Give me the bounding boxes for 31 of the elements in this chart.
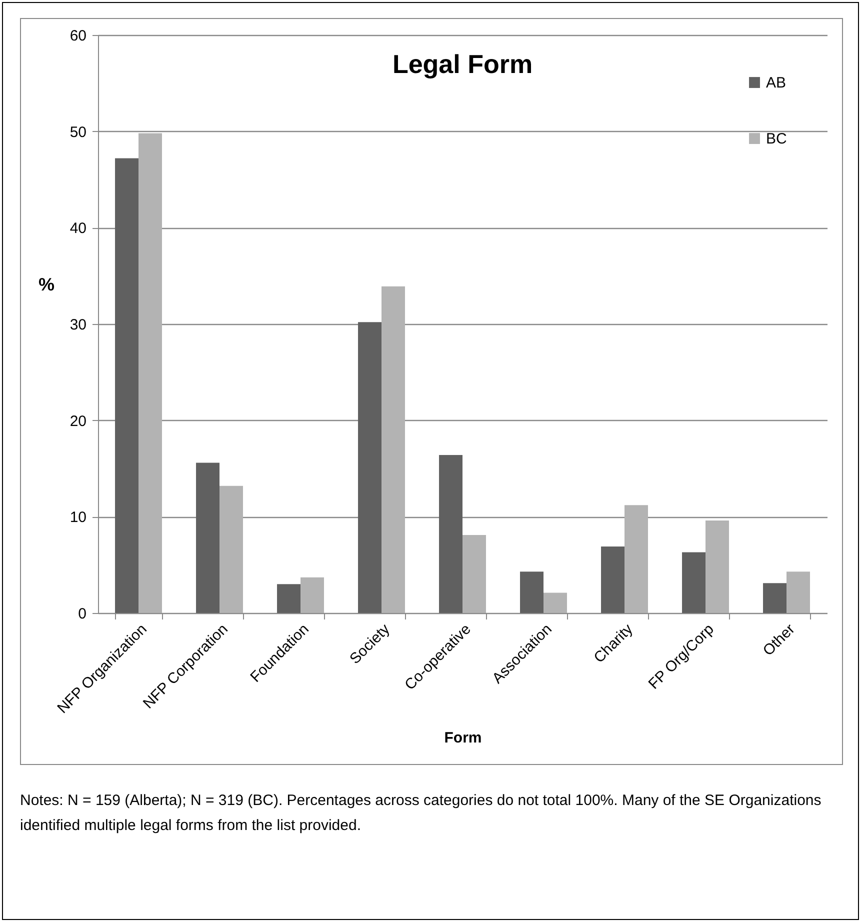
y-tick-label: 20: [70, 412, 86, 430]
bar: [544, 592, 567, 613]
y-tick-label: 30: [70, 316, 86, 334]
legend-label: BC: [766, 130, 788, 148]
bar: [462, 534, 486, 613]
bar: [138, 133, 162, 613]
y-tick-label: 50: [70, 124, 86, 141]
text: Notes: N = 159 (Alberta); N = 319 (BC). Percentages across categories do not total 100%. Many of the SE Organizations identified multiple legal forms from the list provided.: [20, 791, 822, 836]
bar: [763, 583, 786, 613]
bar: [786, 572, 810, 613]
y-axis-title: %: [38, 274, 55, 294]
bar: [439, 455, 462, 613]
bar: [601, 546, 624, 613]
bar: [706, 520, 729, 613]
bar: [358, 322, 382, 613]
bar: [382, 286, 405, 613]
legend-label: AB: [766, 74, 786, 92]
bar: [220, 486, 243, 613]
y-tick-label: 60: [70, 28, 86, 44]
bar: [624, 505, 648, 613]
bar: [115, 158, 138, 613]
y-tick-label: 10: [70, 509, 86, 526]
bar: [520, 572, 544, 613]
bar: [300, 577, 324, 613]
text: Legal Form: [392, 49, 533, 79]
bar: [277, 584, 300, 613]
x-axis-title: Form: [444, 729, 482, 746]
bar: [196, 462, 220, 613]
bar: [682, 552, 706, 613]
y-tick-label: 40: [70, 220, 86, 238]
y-tick-label: 0: [78, 606, 86, 622]
